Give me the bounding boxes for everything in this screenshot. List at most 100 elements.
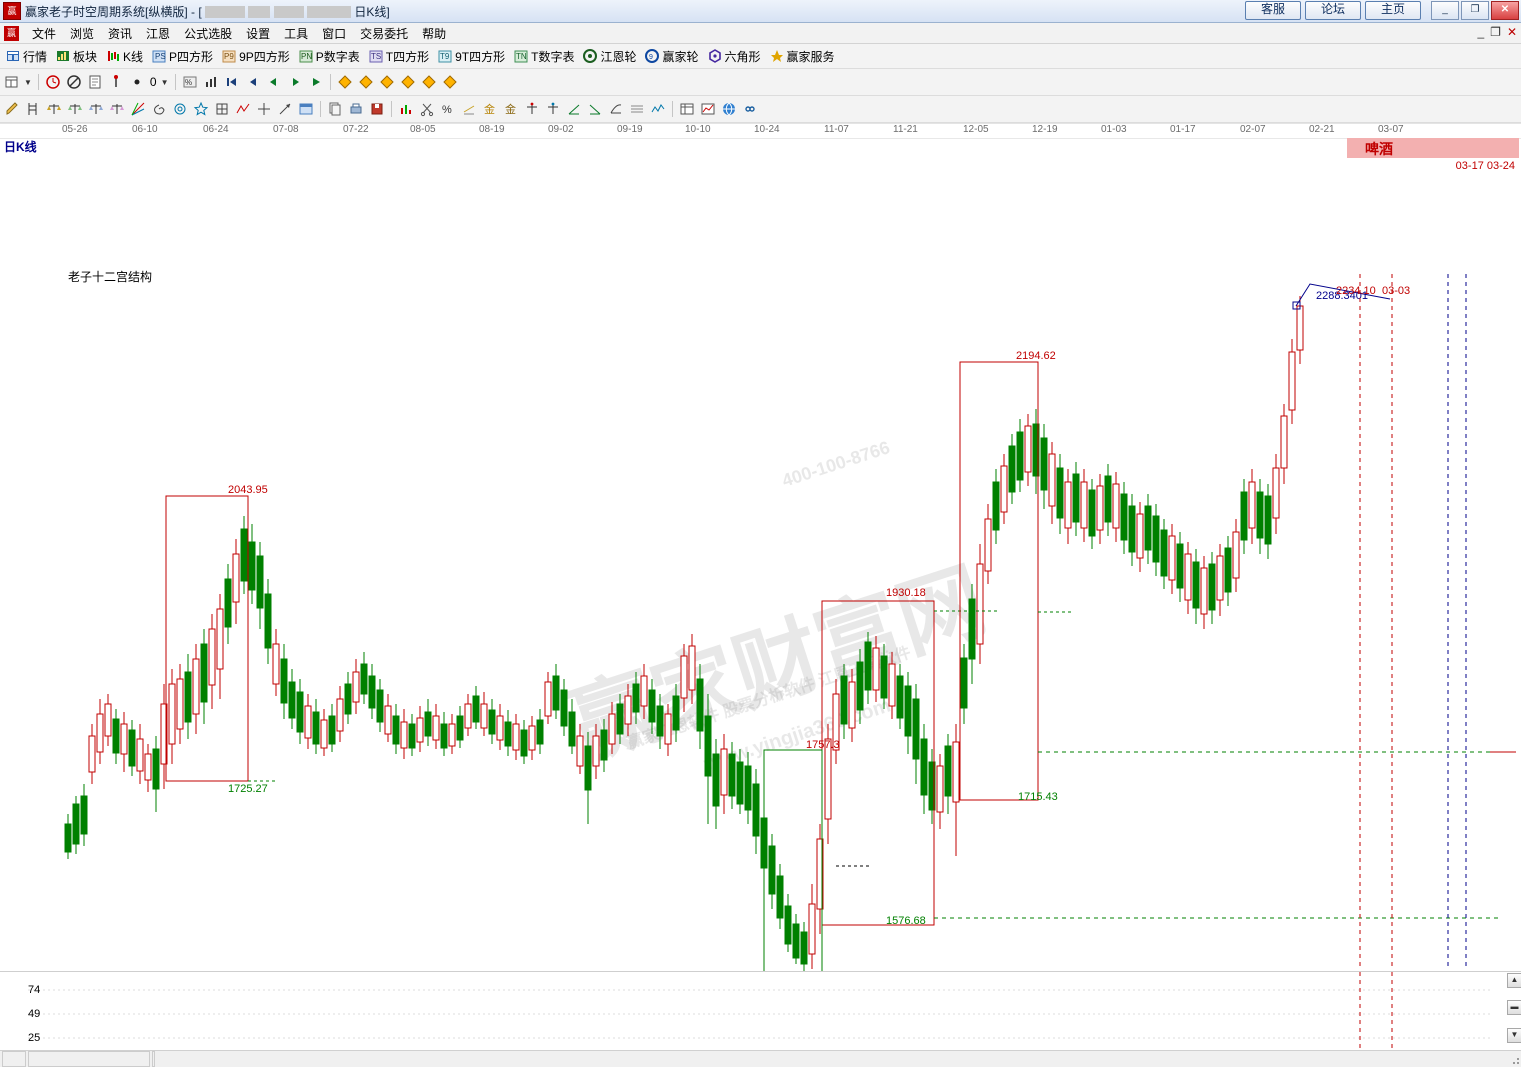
histogram-tool-button[interactable]: [396, 99, 416, 119]
scroll-mid-button[interactable]: ▬: [1507, 1000, 1521, 1015]
indicator-plot: [28, 972, 1490, 1050]
cycle-tool-button[interactable]: [170, 99, 190, 119]
toolbar-t-square[interactable]: TS T四方形: [365, 46, 433, 66]
scale-tool-2-button[interactable]: [543, 99, 563, 119]
table-tool-button[interactable]: [677, 99, 697, 119]
spiral-tool-button[interactable]: [149, 99, 169, 119]
toolbar-9t-square[interactable]: T9 9T四方形: [434, 46, 509, 66]
menu-browse[interactable]: 浏览: [70, 26, 95, 41]
menu-formula-stock-pick[interactable]: 公式选股: [184, 26, 233, 41]
balance-tool-2-button[interactable]: [65, 99, 85, 119]
svg-text:%: %: [185, 78, 192, 87]
globe-tool-button[interactable]: [719, 99, 739, 119]
step-forward-button[interactable]: [285, 72, 305, 92]
dot-button[interactable]: [127, 72, 147, 92]
homepage-button[interactable]: 主页: [1365, 1, 1421, 20]
first-page-button[interactable]: [222, 72, 242, 92]
fan-tool-button[interactable]: [128, 99, 148, 119]
toolbar-hexagon[interactable]: 六角形: [704, 46, 765, 66]
toolbar-p-square[interactable]: PS P四方形: [148, 46, 217, 66]
angle-tool-2-button[interactable]: [585, 99, 605, 119]
cut-tool-button[interactable]: [417, 99, 437, 119]
gold-tool-1-button[interactable]: 金: [480, 99, 500, 119]
gold-tool-2-button[interactable]: 金: [501, 99, 521, 119]
toolbar-kline[interactable]: K线: [102, 46, 147, 66]
toolbar-gann-wheel[interactable]: 江恩轮: [579, 46, 640, 66]
customer-service-button[interactable]: 客服: [1245, 1, 1301, 20]
zero-button[interactable]: 0 ▼: [148, 72, 171, 92]
pencil-tool-button[interactable]: [2, 99, 22, 119]
menu-news[interactable]: 资讯: [108, 26, 133, 41]
chart-tool-button[interactable]: [698, 99, 718, 119]
balance-tool-3-button[interactable]: [86, 99, 106, 119]
save-tool-button[interactable]: [367, 99, 387, 119]
scroll-down-button[interactable]: ▼: [1507, 1028, 1521, 1043]
menu-trade[interactable]: 交易委托: [360, 26, 409, 41]
prev-page-button[interactable]: [243, 72, 263, 92]
arrow-tool-button[interactable]: [275, 99, 295, 119]
indicator-panel[interactable]: 74 49 25 ▲ ▬ ▼: [0, 971, 1521, 1050]
menu-tools[interactable]: 工具: [284, 26, 309, 41]
resize-grip-icon[interactable]: [1507, 1052, 1521, 1066]
label-1930: 1930.18: [886, 587, 926, 599]
print-tool-button[interactable]: [346, 99, 366, 119]
copy-tool-button[interactable]: [325, 99, 345, 119]
stock-badge[interactable]: 啤酒 03-17 03-24: [1347, 138, 1519, 172]
zero-dropdown-arrow[interactable]: ▼: [160, 77, 169, 87]
minimize-button[interactable]: _: [1431, 1, 1459, 20]
toolbar-quotes[interactable]: 行情: [2, 46, 51, 66]
menu-help[interactable]: 帮助: [422, 26, 447, 41]
no-entry-button[interactable]: [64, 72, 84, 92]
document-button[interactable]: [85, 72, 105, 92]
scale-tool-1-button[interactable]: [522, 99, 542, 119]
toolbar-9p-square[interactable]: P9 9P四方形: [218, 46, 294, 66]
diamond-button-5[interactable]: [419, 72, 439, 92]
diamond-button-2[interactable]: [356, 72, 376, 92]
doc-restore-button[interactable]: ❐: [1490, 25, 1501, 39]
layout-select-button[interactable]: ▼: [2, 72, 34, 92]
menu-window[interactable]: 窗口: [322, 26, 347, 41]
speed-tool-button[interactable]: [606, 99, 626, 119]
fib-tool-button[interactable]: [627, 99, 647, 119]
zigzag-tool-button[interactable]: [233, 99, 253, 119]
toolbar-sector[interactable]: 板块: [52, 46, 101, 66]
diamond-button-4[interactable]: [398, 72, 418, 92]
doc-minimize-button[interactable]: _: [1477, 25, 1485, 39]
step-back-button[interactable]: [264, 72, 284, 92]
ladder-tool-button[interactable]: [23, 99, 43, 119]
maximize-button[interactable]: ❐: [1461, 1, 1489, 20]
grid-tool-button[interactable]: [212, 99, 232, 119]
angle-tool-1-button[interactable]: [564, 99, 584, 119]
window-tool-button[interactable]: [296, 99, 316, 119]
star-tool-button[interactable]: [191, 99, 211, 119]
diamond-button-3[interactable]: [377, 72, 397, 92]
ratio-tool-button[interactable]: [459, 99, 479, 119]
menu-file[interactable]: 文件: [32, 26, 57, 41]
wave-tool-button[interactable]: [648, 99, 668, 119]
percent-tool-button[interactable]: %: [438, 99, 458, 119]
toolbar-winner-service[interactable]: 赢家服务: [766, 46, 839, 66]
doc-close-button[interactable]: ✕: [1506, 25, 1517, 39]
toolbar-winner-wheel[interactable]: 9 赢家轮: [641, 46, 702, 66]
diamond-button-6[interactable]: [440, 72, 460, 92]
play-button[interactable]: [306, 72, 326, 92]
menu-settings[interactable]: 设置: [246, 26, 271, 41]
infinity-tool-button[interactable]: [740, 99, 760, 119]
pin-button[interactable]: [106, 72, 126, 92]
vertical-scrollbar[interactable]: ▲ ▬ ▼: [1507, 972, 1521, 1050]
scroll-up-button[interactable]: ▲: [1507, 973, 1521, 988]
cross-tool-button[interactable]: [254, 99, 274, 119]
layout-dropdown-arrow[interactable]: ▼: [24, 77, 32, 87]
forum-button[interactable]: 论坛: [1305, 1, 1361, 20]
balance-tool-4-button[interactable]: [107, 99, 127, 119]
bars-button[interactable]: [201, 72, 221, 92]
menu-gann[interactable]: 江恩: [146, 26, 171, 41]
toolbar-t-number-table[interactable]: TN T数字表: [510, 46, 578, 66]
chart-area[interactable]: 05-26 06-10 06-24 07-08 07-22 08-05 08-1…: [0, 123, 1521, 984]
balance-tool-1-button[interactable]: [44, 99, 64, 119]
diamond-button-1[interactable]: [335, 72, 355, 92]
toolbar-p-number-table[interactable]: PN P数字表: [295, 46, 364, 66]
magnify-percent-button[interactable]: %: [180, 72, 200, 92]
period-button[interactable]: [43, 72, 63, 92]
close-button[interactable]: ✕: [1491, 1, 1519, 20]
